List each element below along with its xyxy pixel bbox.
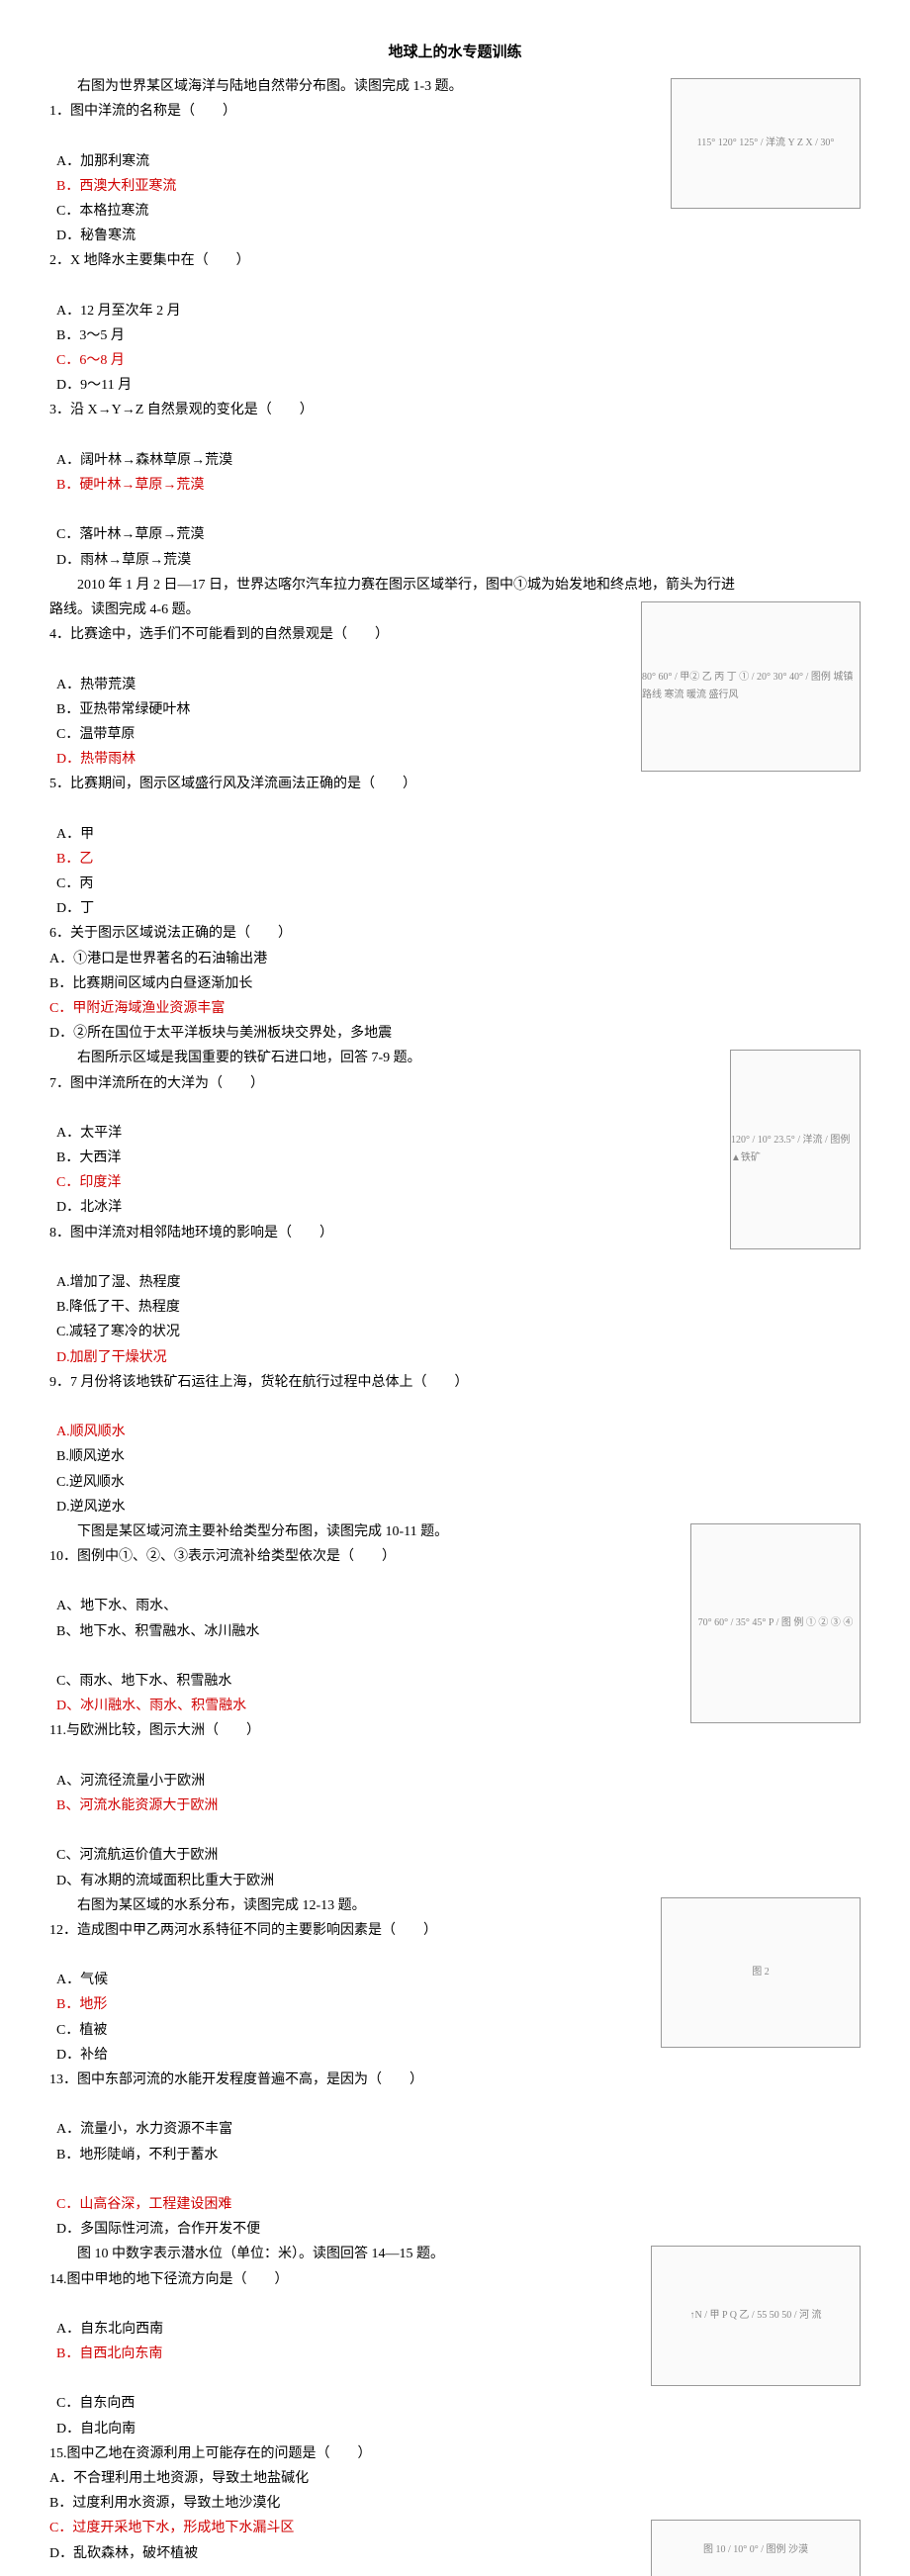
page-title: 地球上的水专题训练 — [49, 40, 861, 66]
q11-a: A、河流径流量小于欧洲 — [56, 1769, 205, 1794]
figure-4: 70° 60° / 35° 45° P / 图 例 ① ② ③ ④ — [690, 1523, 861, 1723]
q5-b: B．乙 — [56, 847, 93, 872]
q3-row2: C．落叶林→草原→荒漠 D．雨林→草原→荒漠 — [49, 498, 861, 573]
q12-b: B．地形 — [56, 1992, 107, 2017]
figure-2: 80° 60° / 甲② 乙 丙 丁 ① / 20° 30° 40° / 图例 … — [641, 601, 861, 772]
q13-d: D．多国际性河流，合作开发不便 — [56, 2217, 260, 2242]
q5-d: D．丁 — [56, 896, 94, 921]
q11-row2: C、河流航运价值大于欧洲 D、有冰期的流域面积比重大于欧洲 — [49, 1818, 861, 1893]
q12-d: D．补给 — [56, 2043, 108, 2068]
q5-c: C．丙 — [56, 872, 93, 896]
q12-a: A．气候 — [56, 1968, 108, 1992]
q10-d: D、冰川融水、雨水、积雪融水 — [56, 1694, 246, 1718]
q13-a: A．流量小，水力资源不丰富 — [56, 2117, 232, 2142]
q11-d: D、有冰期的流域面积比重大于欧洲 — [56, 1869, 274, 1893]
figure-5: 图 2 — [661, 1897, 861, 2048]
q3-d: D．雨林→草原→荒漠 — [56, 548, 191, 573]
q6-stem: 6．关于图示区域说法正确的是（ ） — [49, 921, 861, 946]
q7-b: B．大西洋 — [56, 1146, 121, 1170]
q7-c: C．印度洋 — [56, 1170, 121, 1195]
q10-c: C、雨水、地下水、积雪融水 — [56, 1669, 231, 1694]
q14-c: C．自东向西 — [56, 2391, 135, 2416]
q9-c: C.逆风顺水 — [56, 1470, 125, 1495]
figure-1: 115° 120° 125° / 洋流 Y Z X / 30° — [671, 78, 861, 209]
q3-c: C．落叶林→草原→荒漠 — [56, 522, 204, 547]
q15-stem: 15.图中乙地在资源利用上可能存在的问题是（ ） — [49, 2441, 861, 2466]
q4-a: A．热带荒漠 — [56, 673, 136, 697]
q6-c: C．甲附近海域渔业资源丰富 — [49, 996, 861, 1021]
q13-c: C．山高谷深，工程建设困难 — [56, 2192, 231, 2217]
q2-d: D．9～11 月 — [56, 373, 132, 398]
q13-b: B．地形陡峭，不利于蓄水 — [56, 2143, 218, 2167]
q9-d: D.逆风逆水 — [56, 1495, 126, 1519]
figure-6: ↑N / 甲 P Q 乙 / 55 50 50 / 河 流 — [651, 2246, 861, 2386]
q6-a: A．①港口是世界著名的石油输出港 — [49, 947, 861, 971]
q5-stem: 5．比赛期间，图示区域盛行风及洋流画法正确的是（ ） — [49, 772, 861, 796]
q8-options: A.增加了湿、热程度 B.降低了干、热程度 C.减轻了寒冷的状况 D.加剧了干燥… — [49, 1245, 861, 1370]
q3-stem: 3．沿 X→Y→Z 自然景观的变化是（ ） — [49, 398, 861, 422]
q9-a: A.顺风顺水 — [56, 1420, 126, 1444]
q14-b: B．自西北向东南 — [56, 2342, 162, 2366]
q15-b: B．过度利用水资源，导致土地沙漠化 — [49, 2491, 861, 2516]
q4-b: B．亚热带常绿硬叶林 — [56, 697, 190, 722]
intro-2a: 2010 年 1 月 2 日—17 日，世界达喀尔汽车拉力赛在图示区域举行，图中… — [49, 573, 861, 598]
q8-d: D.加剧了干燥状况 — [56, 1345, 167, 1370]
q4-c: C．温带草原 — [56, 722, 135, 747]
q14-d: D．自北向南 — [56, 2417, 136, 2441]
q12-c: C．植被 — [56, 2018, 107, 2043]
q11-b: B、河流水能资源大于欧洲 — [56, 1794, 218, 1818]
q13-row2: C．山高谷深，工程建设困难 D．多国际性河流，合作开发不便 — [49, 2167, 861, 2243]
q3-a: A．阔叶林→森林草原→荒漠 — [56, 448, 232, 473]
q6-d: D．②所在国位于太平洋板块与美洲板块交界处，多地震 — [49, 1021, 861, 1046]
figure-3: 120° / 10° 23.5° / 洋流 / 图例 ▲铁矿 — [730, 1050, 861, 1249]
q2-a: A．12 月至次年 2 月 — [56, 299, 181, 323]
q5-a: A．甲 — [56, 822, 94, 847]
q13-stem: 13．图中东部河流的水能开发程度普遍不高，是因为（ ） — [49, 2068, 861, 2092]
q10-a: A、地下水、雨水、 — [56, 1594, 177, 1618]
q8-a: A.增加了湿、热程度 — [56, 1270, 181, 1295]
q11-row1: A、河流径流量小于欧洲 B、河流水能资源大于欧洲 — [49, 1744, 861, 1819]
q9-stem: 9．7 月份将该地铁矿石运往上海，货轮在航行过程中总体上（ ） — [49, 1370, 861, 1395]
q8-b: B.降低了干、热程度 — [56, 1295, 180, 1320]
q1-a: A．加那利寒流 — [56, 149, 149, 174]
q1-c: C．本格拉寒流 — [56, 199, 148, 224]
q4-d: D．热带雨林 — [56, 747, 136, 772]
figure-7: 图 10 / 10° 0° / 图例 沙漠 — [651, 2520, 861, 2576]
q6-b: B．比赛期间区域内白昼逐渐加长 — [49, 971, 861, 996]
q2-stem: 2．X 地降水主要集中在（ ） — [49, 248, 861, 273]
q5-options: A．甲 B．乙 C．丙 D．丁 — [49, 796, 861, 921]
q13-row1: A．流量小，水力资源不丰富 B．地形陡峭，不利于蓄水 — [49, 2092, 861, 2167]
q2-options: A．12 月至次年 2 月 B．3～5 月 C．6～8 月 D．9～11 月 — [49, 274, 861, 399]
q1-b: B．西澳大利亚寒流 — [56, 174, 176, 199]
q9-options: A.顺风顺水 B.顺风逆水 C.逆风顺水 D.逆风逆水 — [49, 1395, 861, 1519]
q14-a: A．自东北向西南 — [56, 2317, 163, 2342]
q11-c: C、河流航运价值大于欧洲 — [56, 1843, 218, 1868]
q7-d: D．北冰洋 — [56, 1195, 122, 1220]
q3-b: B．硬叶林→草原→荒漠 — [56, 473, 204, 498]
q10-b: B、地下水、积雪融水、冰川融水 — [56, 1619, 259, 1644]
q2-b: B．3～5 月 — [56, 323, 125, 348]
q7-a: A．太平洋 — [56, 1121, 122, 1146]
q1-d: D．秘鲁寒流 — [56, 224, 136, 248]
q2-c: C．6～8 月 — [56, 348, 125, 373]
q15-a: A．不合理利用土地资源，导致土地盐碱化 — [49, 2466, 861, 2491]
q8-c: C.减轻了寒冷的状况 — [56, 1320, 180, 1344]
q9-b: B.顺风逆水 — [56, 1444, 125, 1469]
q3-row1: A．阔叶林→森林草原→荒漠 B．硬叶林→草原→荒漠 — [49, 423, 861, 499]
